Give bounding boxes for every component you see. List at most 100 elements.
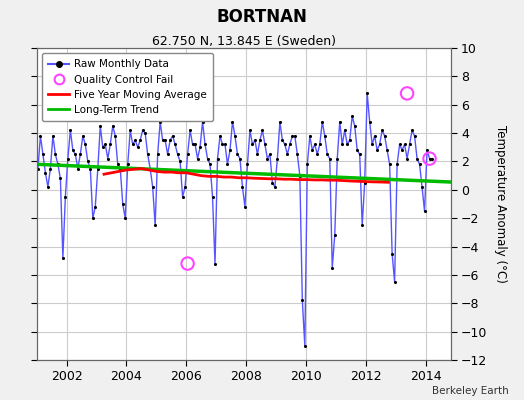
Point: [378, 127, 386, 134]
Point: [186, 127, 194, 134]
Point: [293, 151, 301, 158]
Point: [211, 260, 219, 267]
Point: [79, 133, 87, 139]
Point: [368, 141, 376, 148]
Y-axis label: Temperature Anomaly (°C): Temperature Anomaly (°C): [494, 125, 507, 283]
Point: [161, 137, 169, 143]
Legend: Raw Monthly Data, Quality Control Fail, Five Year Moving Average, Long-Term Tren: Raw Monthly Data, Quality Control Fail, …: [42, 53, 213, 121]
Point: [338, 141, 346, 148]
Point: [345, 137, 354, 143]
Point: [263, 156, 271, 162]
Point: [386, 161, 394, 168]
Point: [315, 141, 324, 148]
Point: [281, 141, 289, 148]
Point: [318, 118, 326, 125]
Point: [363, 90, 372, 96]
Point: [236, 156, 244, 162]
Point: [333, 156, 342, 162]
Point: [331, 232, 339, 238]
Point: [84, 158, 92, 165]
Point: [203, 156, 212, 162]
Text: BORTNAN: BORTNAN: [216, 8, 308, 26]
Point: [178, 194, 187, 200]
Point: [131, 137, 139, 143]
Point: [365, 118, 374, 125]
Point: [53, 161, 62, 168]
Point: [226, 147, 234, 153]
Point: [348, 113, 356, 119]
Point: [81, 141, 90, 148]
Point: [406, 141, 414, 148]
Point: [425, 156, 434, 162]
Point: [428, 156, 436, 162]
Point: [183, 260, 192, 267]
Point: [96, 123, 104, 129]
Point: [258, 127, 267, 134]
Point: [136, 137, 145, 143]
Point: [261, 141, 269, 148]
Point: [286, 141, 294, 148]
Point: [124, 161, 132, 168]
Point: [325, 156, 334, 162]
Point: [111, 133, 119, 139]
Point: [328, 265, 336, 271]
Point: [413, 156, 421, 162]
Point: [256, 137, 264, 143]
Point: [206, 161, 214, 168]
Point: [36, 133, 45, 139]
Point: [196, 144, 204, 150]
Point: [91, 204, 100, 210]
Point: [373, 147, 381, 153]
Point: [46, 165, 54, 172]
Point: [246, 127, 254, 134]
Point: [71, 151, 80, 158]
Point: [341, 127, 349, 134]
Point: [416, 161, 424, 168]
Point: [273, 156, 281, 162]
Point: [216, 133, 224, 139]
Point: [298, 297, 307, 304]
Point: [323, 151, 332, 158]
Point: [188, 141, 196, 148]
Point: [393, 161, 401, 168]
Point: [126, 127, 135, 134]
Point: [66, 127, 74, 134]
Point: [400, 141, 409, 148]
Text: Berkeley Earth: Berkeley Earth: [432, 386, 508, 396]
Point: [420, 208, 429, 214]
Point: [403, 90, 411, 96]
Point: [403, 156, 411, 162]
Point: [59, 255, 67, 261]
Point: [380, 133, 389, 139]
Point: [231, 133, 239, 139]
Point: [253, 151, 261, 158]
Point: [134, 144, 142, 150]
Point: [278, 137, 287, 143]
Point: [51, 151, 60, 158]
Point: [376, 141, 384, 148]
Point: [423, 147, 431, 153]
Point: [76, 151, 84, 158]
Point: [305, 133, 314, 139]
Point: [171, 141, 179, 148]
Point: [370, 133, 379, 139]
Point: [183, 151, 192, 158]
Point: [201, 141, 209, 148]
Point: [219, 141, 227, 148]
Point: [221, 141, 229, 148]
Point: [358, 222, 366, 228]
Point: [276, 118, 284, 125]
Point: [233, 151, 242, 158]
Point: [116, 165, 124, 172]
Point: [49, 133, 57, 139]
Point: [383, 147, 391, 153]
Point: [283, 151, 291, 158]
Point: [166, 137, 174, 143]
Point: [351, 123, 359, 129]
Point: [193, 156, 202, 162]
Point: [238, 184, 247, 190]
Point: [118, 201, 127, 207]
Point: [343, 141, 352, 148]
Point: [56, 175, 64, 182]
Point: [296, 172, 304, 179]
